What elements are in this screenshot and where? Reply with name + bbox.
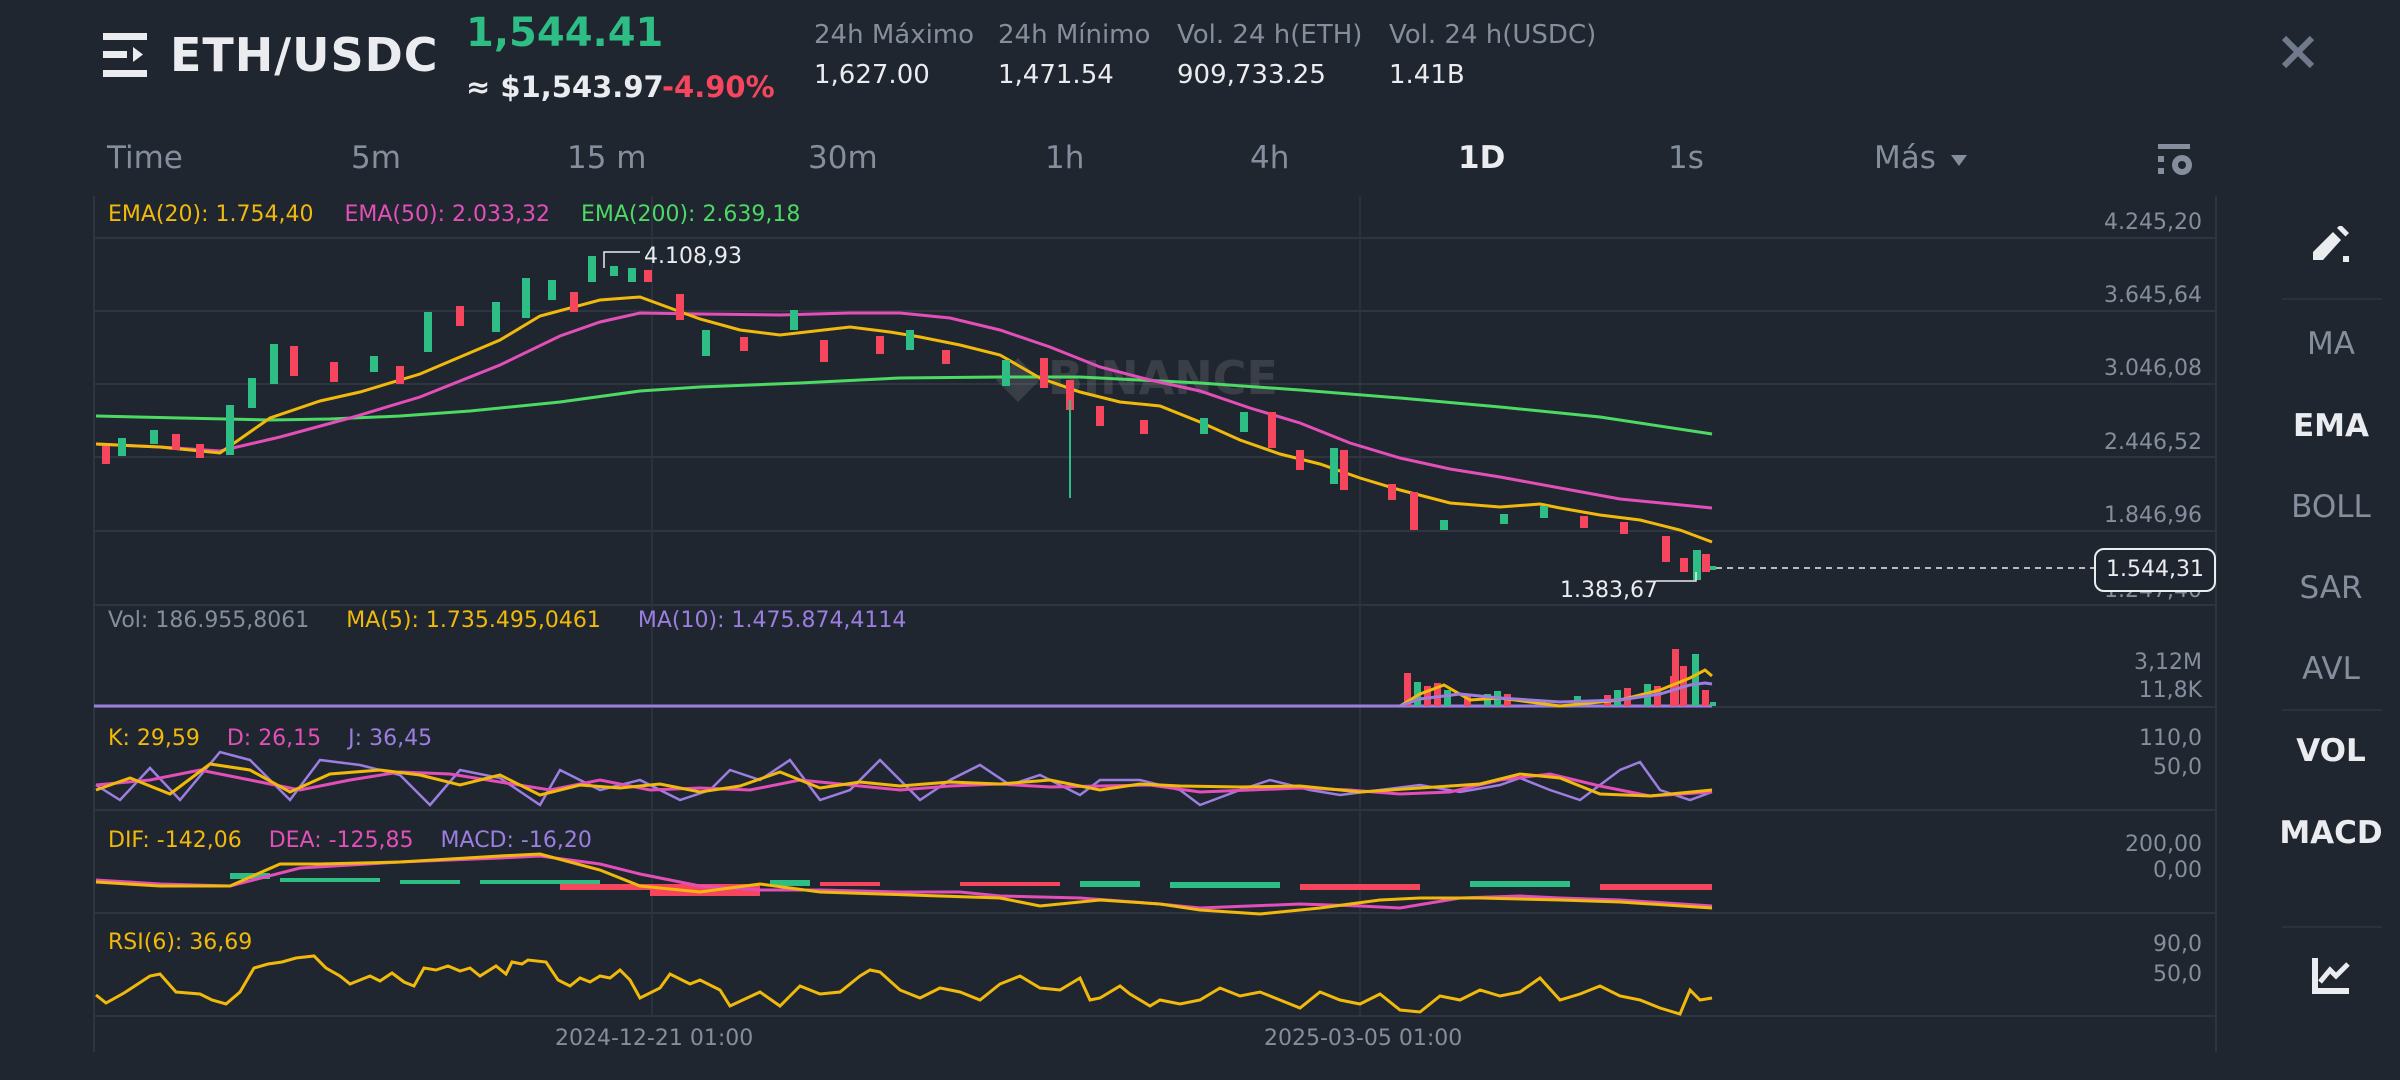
last-price: 1,544.41 <box>466 10 664 56</box>
tab-30m[interactable]: 30m <box>808 140 878 176</box>
indicator-boll[interactable]: BOLL <box>2291 489 2371 525</box>
ema50-line <box>95 311 1713 510</box>
draw-pencil-icon[interactable] <box>2262 224 2400 274</box>
legend-ma10: MA(10): 1.475.874,4114 <box>637 608 907 633</box>
tab-5m[interactable]: 5m <box>351 140 401 176</box>
price-change-percent: -4.90% <box>662 70 775 104</box>
candles <box>102 256 1716 580</box>
legend-macd: MACD: -16,20 <box>440 828 592 853</box>
tab-1s[interactable]: 1s <box>1668 140 1704 176</box>
kdj-k-line <box>95 762 1713 798</box>
stat-24h-vol-usdc: Vol. 24 h(USDC) 1.41B <box>1389 20 1596 90</box>
y-tick: 200,00 <box>2125 832 2202 857</box>
tab-more[interactable]: Más <box>1874 140 1968 176</box>
y-tick: 1.846,96 <box>2104 503 2202 528</box>
legend-dea: DEA: -125,85 <box>268 828 414 853</box>
stat-24h-high: 24h Máximo 1,627.00 <box>814 20 974 90</box>
legend-j: J: 36,45 <box>348 726 433 751</box>
ema20-line <box>95 295 1713 544</box>
close-icon[interactable] <box>2280 34 2316 70</box>
indicator-avl[interactable]: AVL <box>2302 651 2360 687</box>
legend-ma5: MA(5): 1.735.495,0461 <box>346 608 601 633</box>
ema200-line <box>95 375 1713 436</box>
y-tick: 50,0 <box>2153 755 2202 780</box>
stat-label: Vol. 24 h(ETH) <box>1177 20 1363 50</box>
stat-value: 1,471.54 <box>998 60 1114 90</box>
menu-icon[interactable] <box>103 33 147 77</box>
divider <box>2282 298 2382 300</box>
y-tick: 4.245,20 <box>2104 210 2202 235</box>
tab-more-label: Más <box>1874 140 1936 176</box>
kdj-d-line <box>95 768 1713 798</box>
stat-label: Vol. 24 h(USDC) <box>1389 20 1597 50</box>
pair-title[interactable]: ETH/USDC <box>170 28 439 82</box>
macd-legend: DIF: -142,06 DEA: -125,85 MACD: -16,20 <box>108 828 592 853</box>
y-tick: 3,12M <box>2134 650 2202 675</box>
stat-value: 909,733.25 <box>1177 60 1326 90</box>
divider <box>2282 709 2382 711</box>
stat-label: 24h Mínimo <box>998 20 1151 50</box>
indicator-macd[interactable]: MACD <box>2279 815 2383 851</box>
kdj-legend: K: 29,59 D: 26,15 J: 36,45 <box>108 726 432 751</box>
legend-ema200: EMA(200): 2.639,18 <box>580 202 801 227</box>
stat-value: 1,627.00 <box>814 60 930 90</box>
volume-bars <box>94 649 1716 708</box>
indicator-ma[interactable]: MA <box>2307 326 2355 362</box>
chart-settings-icon[interactable] <box>2156 142 2194 180</box>
legend-vol: Vol: 186.955,8061 <box>108 608 310 633</box>
indicator-chart-icon[interactable] <box>2262 956 2400 1002</box>
macd-dif-line <box>95 852 1713 916</box>
tab-1h[interactable]: 1h <box>1045 140 1085 176</box>
chart-grid <box>93 196 2217 1052</box>
legend-rsi6: RSI(6): 36,69 <box>108 930 253 955</box>
rsi-legend: RSI(6): 36,69 <box>108 930 252 955</box>
legend-k: K: 29,59 <box>108 726 200 751</box>
indicator-sar[interactable]: SAR <box>2299 570 2363 606</box>
y-tick: 0,00 <box>2153 858 2202 883</box>
high-annotation: 4.108,93 <box>644 244 742 269</box>
legend-dif: DIF: -142,06 <box>108 828 242 853</box>
main-legend: EMA(20): 1.754,40 EMA(50): 2.033,32 EMA(… <box>108 202 800 227</box>
legend-d: D: 26,15 <box>226 726 322 751</box>
kline-chart[interactable]: BINANCE 4.108,93 1.383,67 <box>0 0 2240 1080</box>
y-tick: 110,0 <box>2139 726 2202 751</box>
timeframe-tabs: Time 5m 15 m 30m 1h 4h 1D 1s Más <box>0 140 2240 180</box>
indicator-vol[interactable]: VOL <box>2296 733 2366 769</box>
rsi-line <box>95 954 1713 1016</box>
y-tick: 3.046,08 <box>2104 356 2202 381</box>
current-price-tag: 1.544,31 <box>2094 548 2216 592</box>
divider <box>2282 926 2382 928</box>
tab-4h[interactable]: 4h <box>1250 140 1290 176</box>
kdj-j-line <box>95 750 1713 807</box>
indicator-ema[interactable]: EMA <box>2292 408 2370 444</box>
x-tick: 2024-12-21 01:00 <box>555 1026 754 1051</box>
low-annotation: 1.383,67 <box>1560 578 1658 603</box>
y-tick: 3.645,64 <box>2104 283 2202 308</box>
tab-15m[interactable]: 15 m <box>567 140 647 176</box>
legend-ema20: EMA(20): 1.754,40 <box>108 202 314 227</box>
tab-time[interactable]: Time <box>107 140 183 176</box>
y-tick: 11,8K <box>2138 678 2202 703</box>
x-tick: 2025-03-05 01:00 <box>1264 1026 1463 1051</box>
stat-value: 1.41B <box>1389 60 1465 90</box>
approx-usd-price: ≈ $1,543.97 <box>466 70 664 104</box>
stat-label: 24h Máximo <box>814 20 975 50</box>
caret-down-icon <box>1950 154 1967 166</box>
tab-1d[interactable]: 1D <box>1458 140 1506 176</box>
y-tick: 90,0 <box>2153 932 2202 957</box>
stat-24h-vol-eth: Vol. 24 h(ETH) 909,733.25 <box>1177 20 1362 90</box>
y-tick: 2.446,52 <box>2104 430 2202 455</box>
legend-ema50: EMA(50): 2.033,32 <box>344 202 550 227</box>
y-tick: 50,0 <box>2153 962 2202 987</box>
stat-24h-low: 24h Mínimo 1,471.54 <box>998 20 1150 90</box>
volume-legend: Vol: 186.955,8061 MA(5): 1.735.495,0461 … <box>108 608 906 633</box>
